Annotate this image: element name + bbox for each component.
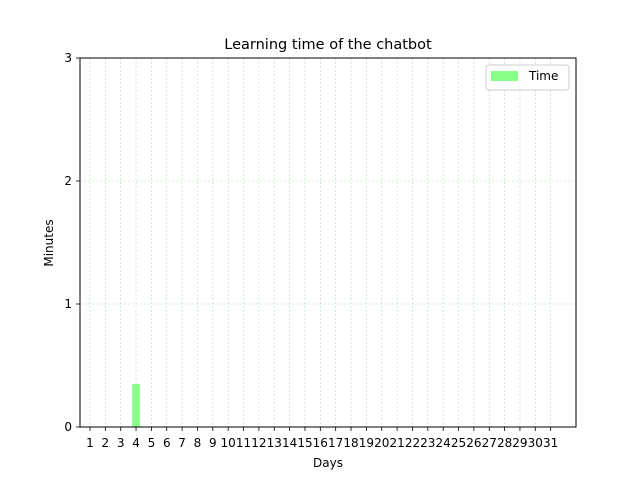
legend-label: Time — [528, 69, 558, 83]
x-tick-label: 22 — [405, 436, 420, 450]
bars — [132, 383, 140, 427]
x-tick-label: 15 — [297, 436, 312, 450]
x-tick-label: 4 — [132, 436, 140, 450]
x-axis-ticks: 1 2 3 4 5 6 7 8 9 10 11 12 13 14 15 16 17 18 19 20 21 22 23 24 2… — [86, 427, 558, 450]
plot-frame — [79, 57, 577, 428]
y-tick-label: 3 — [64, 51, 72, 65]
x-tick-label: 31 — [543, 436, 558, 450]
y-tick-label: 0 — [64, 420, 72, 434]
x-axis-label: Days — [313, 456, 343, 470]
x-tick-label: 16 — [313, 436, 328, 450]
x-tick-label: 14 — [282, 436, 297, 450]
x-tick-label: 8 — [194, 436, 202, 450]
x-tick-label: 13 — [267, 436, 282, 450]
x-tick-label: 6 — [163, 436, 171, 450]
x-tick-label: 5 — [148, 436, 156, 450]
legend-swatch — [491, 71, 518, 81]
grid — [80, 57, 576, 428]
x-tick-label: 3 — [117, 436, 125, 450]
y-tick-label: 2 — [64, 174, 72, 188]
x-tick-label: 2 — [102, 436, 110, 450]
x-tick-label: 23 — [420, 436, 435, 450]
x-tick-label: 20 — [374, 436, 389, 450]
x-tick-label: 27 — [482, 436, 497, 450]
y-axis-ticks: 0 1 2 3 — [64, 51, 80, 434]
x-tick-label: 26 — [466, 436, 481, 450]
x-tick-label: 19 — [359, 436, 374, 450]
x-tick-label: 18 — [343, 436, 358, 450]
y-axis-label: Minutes — [42, 219, 56, 266]
x-tick-label: 21 — [389, 436, 404, 450]
x-tick-label: 25 — [451, 436, 466, 450]
x-tick-label: 28 — [497, 436, 512, 450]
x-tick-label: 7 — [178, 436, 186, 450]
x-tick-label: 12 — [251, 436, 266, 450]
x-tick-label: 10 — [221, 436, 236, 450]
chart-title: Learning time of the chatbot — [224, 37, 432, 53]
bar — [132, 383, 140, 427]
x-tick-label: 17 — [328, 436, 343, 450]
x-tick-label: 11 — [236, 436, 251, 450]
y-tick-label: 1 — [64, 297, 72, 311]
legend: Time — [485, 64, 570, 91]
x-tick-label: 29 — [512, 436, 527, 450]
x-tick-label: 1 — [86, 436, 94, 450]
x-tick-label: 24 — [436, 436, 451, 450]
x-tick-label: 9 — [209, 436, 217, 450]
x-tick-label: 30 — [528, 436, 543, 450]
